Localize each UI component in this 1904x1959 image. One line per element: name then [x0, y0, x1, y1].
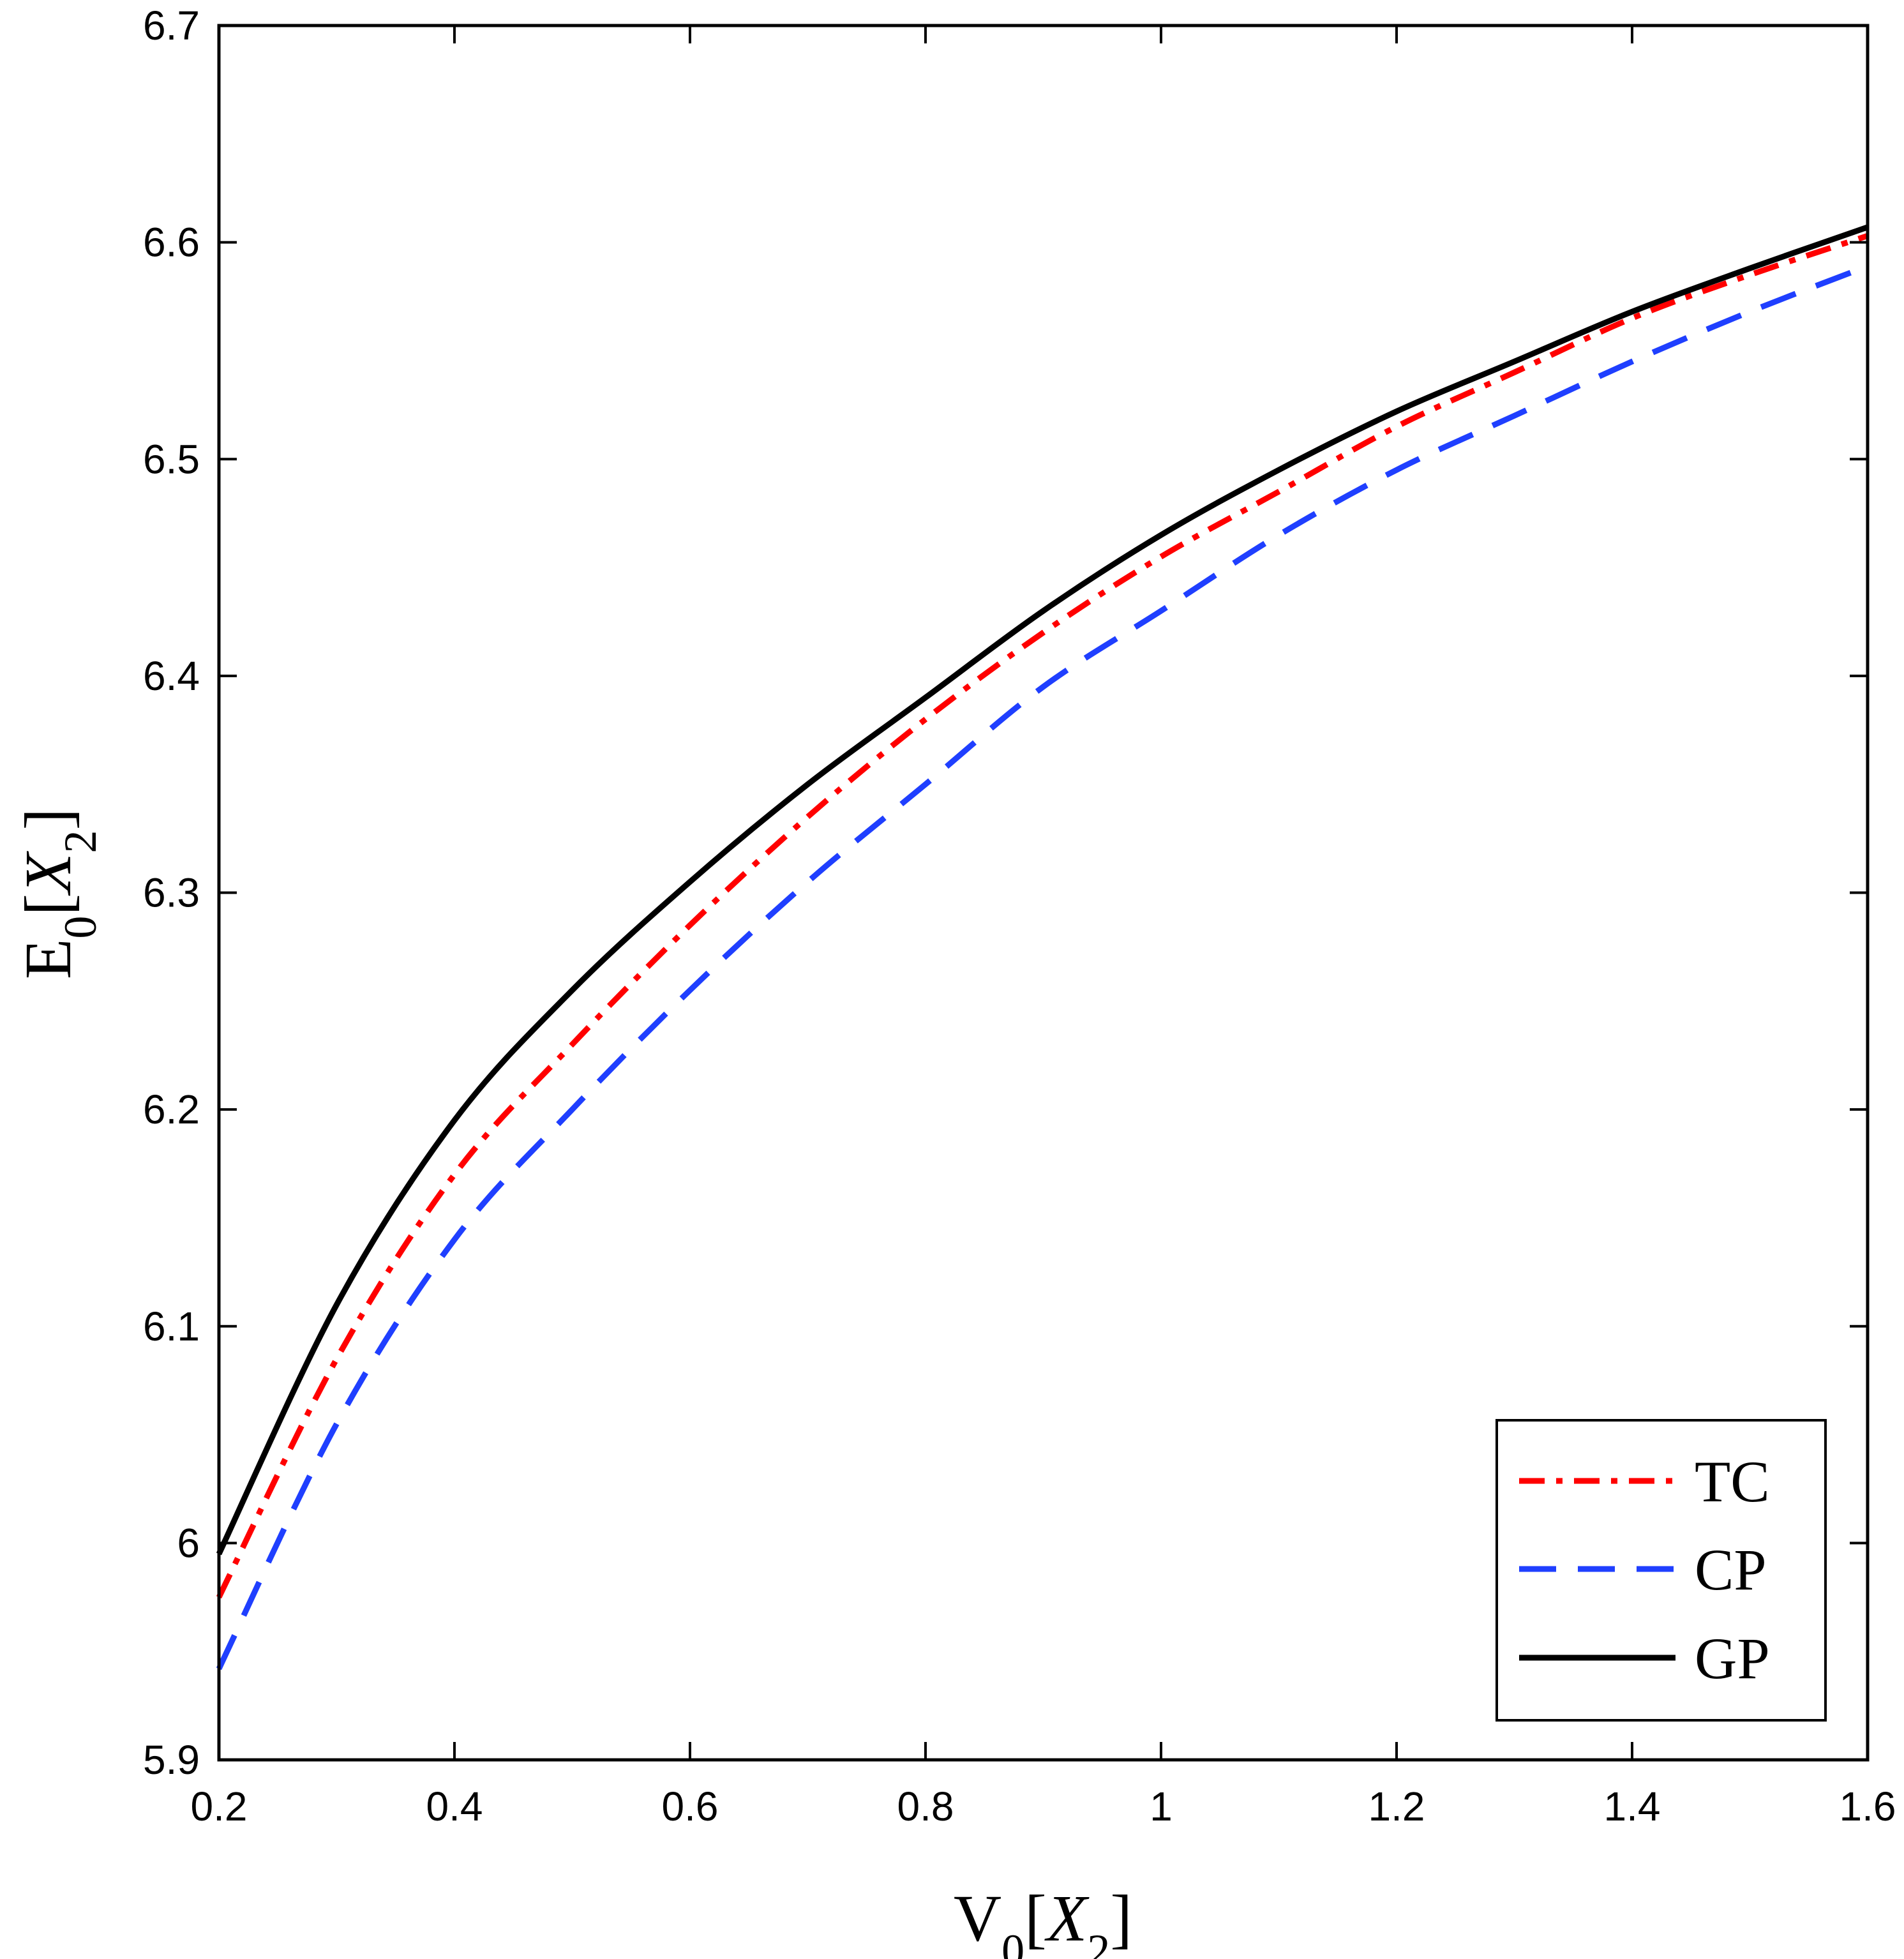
x-tick-label: 0.2 [191, 1783, 248, 1829]
y-tick-label: 6.6 [143, 220, 200, 266]
x-tick-label: 0.6 [662, 1783, 719, 1829]
x-tick-label: 1.4 [1604, 1783, 1661, 1829]
y-tick-label: 6 [177, 1520, 200, 1566]
y-tick-label: 6.1 [143, 1303, 200, 1349]
series-line-cp [216, 263, 1869, 1670]
series-layer [216, 224, 1869, 1670]
y-tick-label: 6.7 [143, 3, 200, 49]
x-axis-label: V0[X2] [954, 1882, 1132, 1959]
series-line-gp [216, 224, 1869, 1556]
legend-label-tc: TC [1695, 1449, 1770, 1514]
y-tick-label: 6.5 [143, 436, 200, 482]
tick-layer [218, 24, 1869, 1761]
legend-label-gp: GP [1695, 1626, 1770, 1691]
x-tick-label: 0.4 [426, 1783, 483, 1829]
tick-label-layer: 0.2 0.4 0.6 0.8 1 1.2 1.4 1.6 5.9 6 6.1 6.2 6.3 6.4 6.… [143, 3, 1896, 1829]
x-tick-label: 1.2 [1368, 1783, 1425, 1829]
x-tick-label: 1.6 [1840, 1783, 1896, 1829]
legend: TC CP GP [1495, 1419, 1827, 1722]
y-tick-label: 6.3 [143, 870, 200, 916]
y-tick-label: 6.2 [143, 1086, 200, 1132]
y-tick-label: 6.4 [143, 653, 200, 699]
legend-label-cp: CP [1695, 1537, 1767, 1602]
series-line-tc [216, 233, 1869, 1599]
x-tick-label: 0.8 [897, 1783, 954, 1829]
x-tick-label: 1 [1150, 1783, 1173, 1829]
y-axis-label: E0[X2] [11, 808, 106, 979]
y-tick-label: 5.9 [143, 1737, 200, 1783]
